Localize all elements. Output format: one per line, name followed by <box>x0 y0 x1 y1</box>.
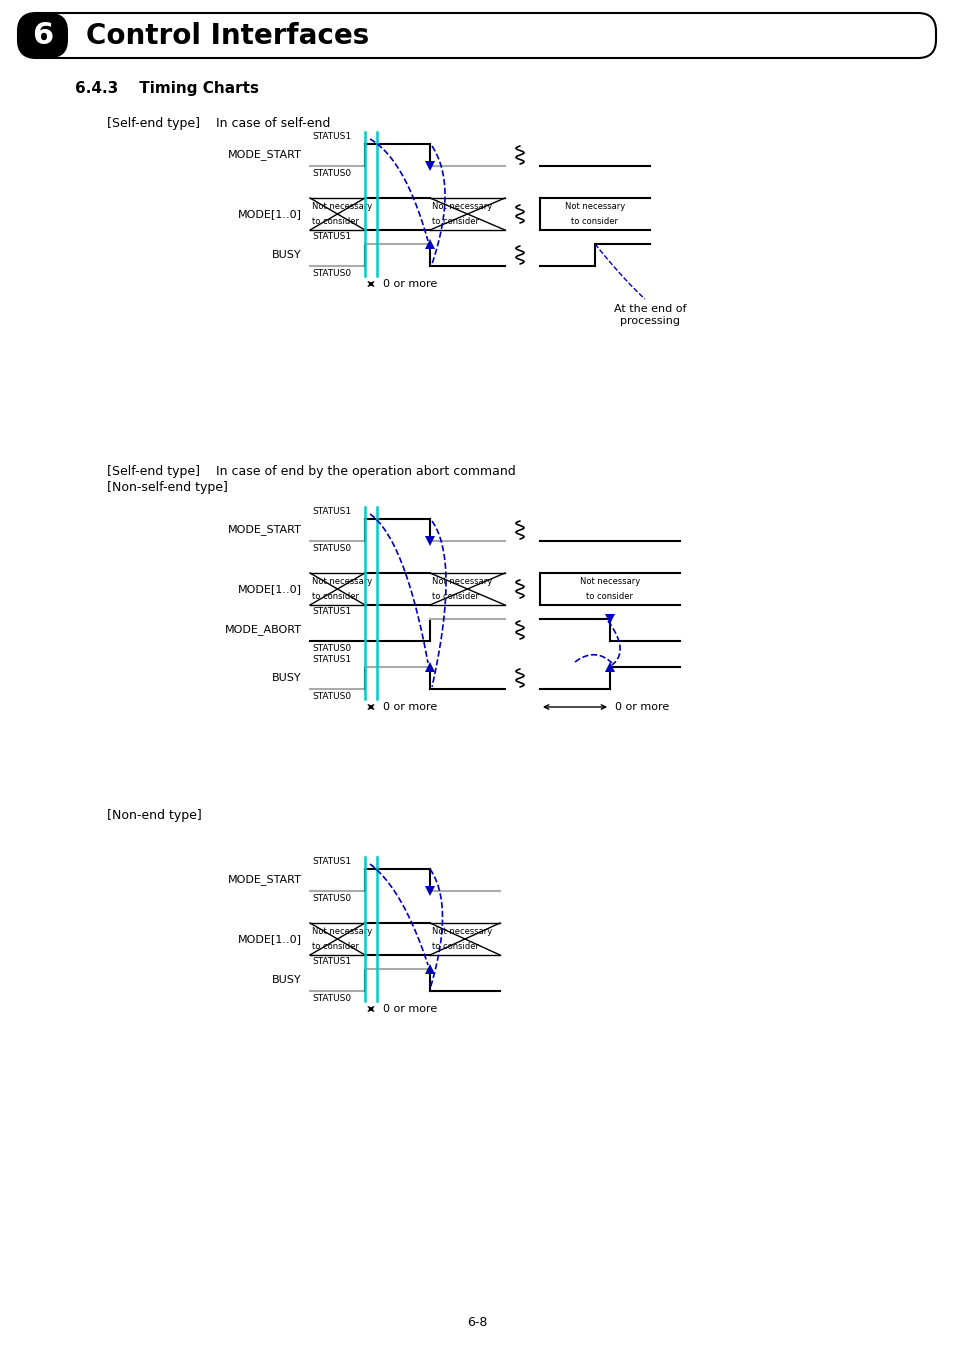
Text: [Non-self-end type]: [Non-self-end type] <box>107 481 228 494</box>
Text: STATUS0: STATUS0 <box>312 894 351 902</box>
Text: 6: 6 <box>32 22 53 50</box>
Text: STATUS0: STATUS0 <box>312 269 351 278</box>
Text: MODE_START: MODE_START <box>228 874 302 885</box>
Text: BUSY: BUSY <box>273 975 302 985</box>
Text: to consider: to consider <box>586 592 633 601</box>
FancyBboxPatch shape <box>18 14 68 58</box>
Text: [Non-end type]: [Non-end type] <box>107 809 201 823</box>
Text: to consider: to consider <box>432 592 478 601</box>
Text: MODE[1..0]: MODE[1..0] <box>237 934 302 944</box>
Text: Not necessary: Not necessary <box>579 577 639 586</box>
Text: [Self-end type]    In case of self-end: [Self-end type] In case of self-end <box>107 116 330 130</box>
Text: BUSY: BUSY <box>273 673 302 684</box>
Text: [Self-end type]    In case of end by the operation abort command: [Self-end type] In case of end by the op… <box>107 465 516 477</box>
FancyBboxPatch shape <box>18 14 935 58</box>
Text: to consider: to consider <box>312 592 358 601</box>
Text: Control Interfaces: Control Interfaces <box>86 22 369 50</box>
Text: 0 or more: 0 or more <box>382 703 436 712</box>
Text: MODE_START: MODE_START <box>228 524 302 535</box>
Text: STATUS0: STATUS0 <box>312 644 351 653</box>
Text: STATUS0: STATUS0 <box>312 692 351 701</box>
Text: Not necessary: Not necessary <box>312 577 372 586</box>
Text: STATUS0: STATUS0 <box>312 994 351 1002</box>
Text: MODE_START: MODE_START <box>228 150 302 161</box>
Text: STATUS0: STATUS0 <box>312 169 351 178</box>
Text: Not necessary: Not necessary <box>312 927 372 936</box>
Text: MODE[1..0]: MODE[1..0] <box>237 584 302 594</box>
Text: STATUS1: STATUS1 <box>312 132 351 141</box>
Text: Not necessary: Not necessary <box>432 577 492 586</box>
Text: At the end of
processing: At the end of processing <box>613 304 685 326</box>
Text: STATUS1: STATUS1 <box>312 957 351 966</box>
Text: BUSY: BUSY <box>273 250 302 259</box>
Text: MODE_ABORT: MODE_ABORT <box>225 624 302 635</box>
Text: to consider: to consider <box>312 218 358 226</box>
Text: STATUS1: STATUS1 <box>312 507 351 516</box>
Text: 0 or more: 0 or more <box>382 280 436 289</box>
Text: 6-8: 6-8 <box>466 1316 487 1329</box>
Text: STATUS1: STATUS1 <box>312 232 351 240</box>
Text: STATUS0: STATUS0 <box>312 544 351 553</box>
Text: Not necessary: Not necessary <box>312 203 372 211</box>
Text: to consider: to consider <box>312 942 358 951</box>
Text: 0 or more: 0 or more <box>382 1004 436 1015</box>
Text: STATUS1: STATUS1 <box>312 607 351 616</box>
Text: STATUS1: STATUS1 <box>312 655 351 663</box>
Text: Not necessary: Not necessary <box>564 203 624 211</box>
Text: Not necessary: Not necessary <box>432 203 492 211</box>
Text: Not necessary: Not necessary <box>432 927 492 936</box>
Text: to consider: to consider <box>432 218 478 226</box>
Text: 6.4.3    Timing Charts: 6.4.3 Timing Charts <box>75 81 258 96</box>
Text: MODE[1..0]: MODE[1..0] <box>237 209 302 219</box>
Text: STATUS1: STATUS1 <box>312 857 351 866</box>
Text: to consider: to consider <box>432 942 478 951</box>
Text: to consider: to consider <box>571 218 618 226</box>
Text: 0 or more: 0 or more <box>615 703 669 712</box>
